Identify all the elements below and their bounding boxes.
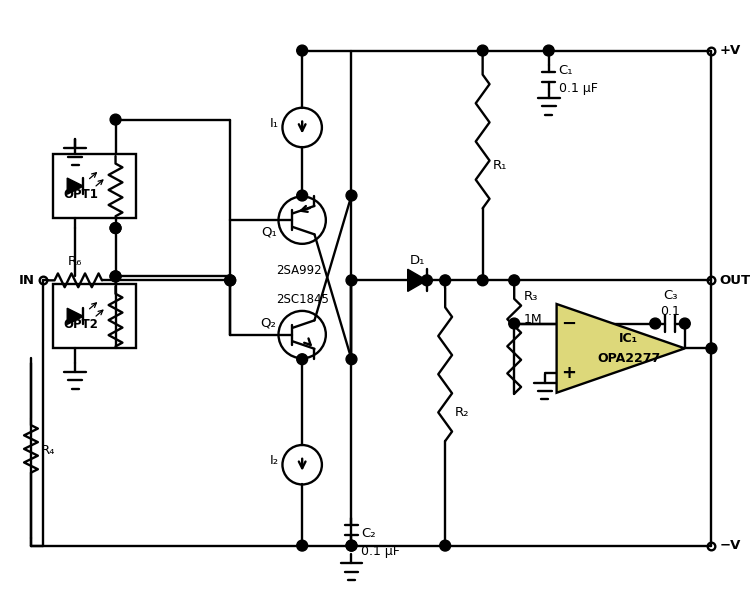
Text: C₃: C₃ xyxy=(663,289,677,302)
Circle shape xyxy=(650,318,661,329)
Circle shape xyxy=(509,318,519,329)
Text: R₁: R₁ xyxy=(492,159,507,172)
Text: IN: IN xyxy=(19,274,35,287)
Text: I₂: I₂ xyxy=(270,454,279,467)
Text: R₄: R₄ xyxy=(41,444,55,457)
Text: OPT2: OPT2 xyxy=(64,317,98,331)
Circle shape xyxy=(225,275,236,286)
Text: C₁: C₁ xyxy=(559,64,573,76)
Text: 0.1 μF: 0.1 μF xyxy=(361,545,400,558)
Bar xyxy=(53,284,137,348)
Text: Q₁: Q₁ xyxy=(261,226,277,239)
Text: 2SC1845: 2SC1845 xyxy=(277,293,330,306)
Text: OUT: OUT xyxy=(719,274,751,287)
Circle shape xyxy=(110,271,121,282)
Text: −V: −V xyxy=(719,539,741,552)
Circle shape xyxy=(477,45,488,56)
Text: OPT1: OPT1 xyxy=(64,188,98,200)
Circle shape xyxy=(297,540,308,551)
Circle shape xyxy=(509,275,519,286)
Text: 0.1 μF: 0.1 μF xyxy=(559,81,597,95)
Polygon shape xyxy=(67,178,83,194)
Circle shape xyxy=(346,540,357,551)
Circle shape xyxy=(680,318,690,329)
Circle shape xyxy=(346,190,357,201)
Circle shape xyxy=(297,354,308,365)
Text: R₆: R₆ xyxy=(68,256,82,268)
Circle shape xyxy=(706,343,717,354)
Text: R₃: R₃ xyxy=(524,291,538,304)
Polygon shape xyxy=(556,304,685,393)
Circle shape xyxy=(477,275,488,286)
Circle shape xyxy=(110,271,121,282)
Circle shape xyxy=(297,45,308,56)
Circle shape xyxy=(346,354,357,365)
Text: C₂: C₂ xyxy=(361,527,376,540)
Text: +: + xyxy=(561,364,576,382)
Text: R₂: R₂ xyxy=(455,407,469,419)
Circle shape xyxy=(544,45,554,56)
Circle shape xyxy=(110,114,121,125)
Text: 1M: 1M xyxy=(524,313,543,326)
Circle shape xyxy=(440,275,451,286)
Text: +V: +V xyxy=(719,44,741,57)
Text: Q₂: Q₂ xyxy=(261,316,277,329)
Text: OPA2277: OPA2277 xyxy=(597,351,660,365)
Text: 2SA992: 2SA992 xyxy=(277,263,322,277)
Text: 0.1: 0.1 xyxy=(660,305,680,317)
Circle shape xyxy=(422,275,432,286)
Circle shape xyxy=(346,275,357,286)
Polygon shape xyxy=(67,308,83,324)
Polygon shape xyxy=(407,270,427,291)
Circle shape xyxy=(346,540,357,551)
Text: D₁: D₁ xyxy=(410,254,425,267)
Circle shape xyxy=(110,223,121,234)
Text: IC₁: IC₁ xyxy=(619,332,638,345)
Circle shape xyxy=(225,275,236,286)
Text: I₁: I₁ xyxy=(270,117,279,130)
Bar xyxy=(53,154,137,218)
Circle shape xyxy=(110,223,121,234)
Circle shape xyxy=(297,190,308,201)
Circle shape xyxy=(440,540,451,551)
Text: −: − xyxy=(561,314,576,333)
